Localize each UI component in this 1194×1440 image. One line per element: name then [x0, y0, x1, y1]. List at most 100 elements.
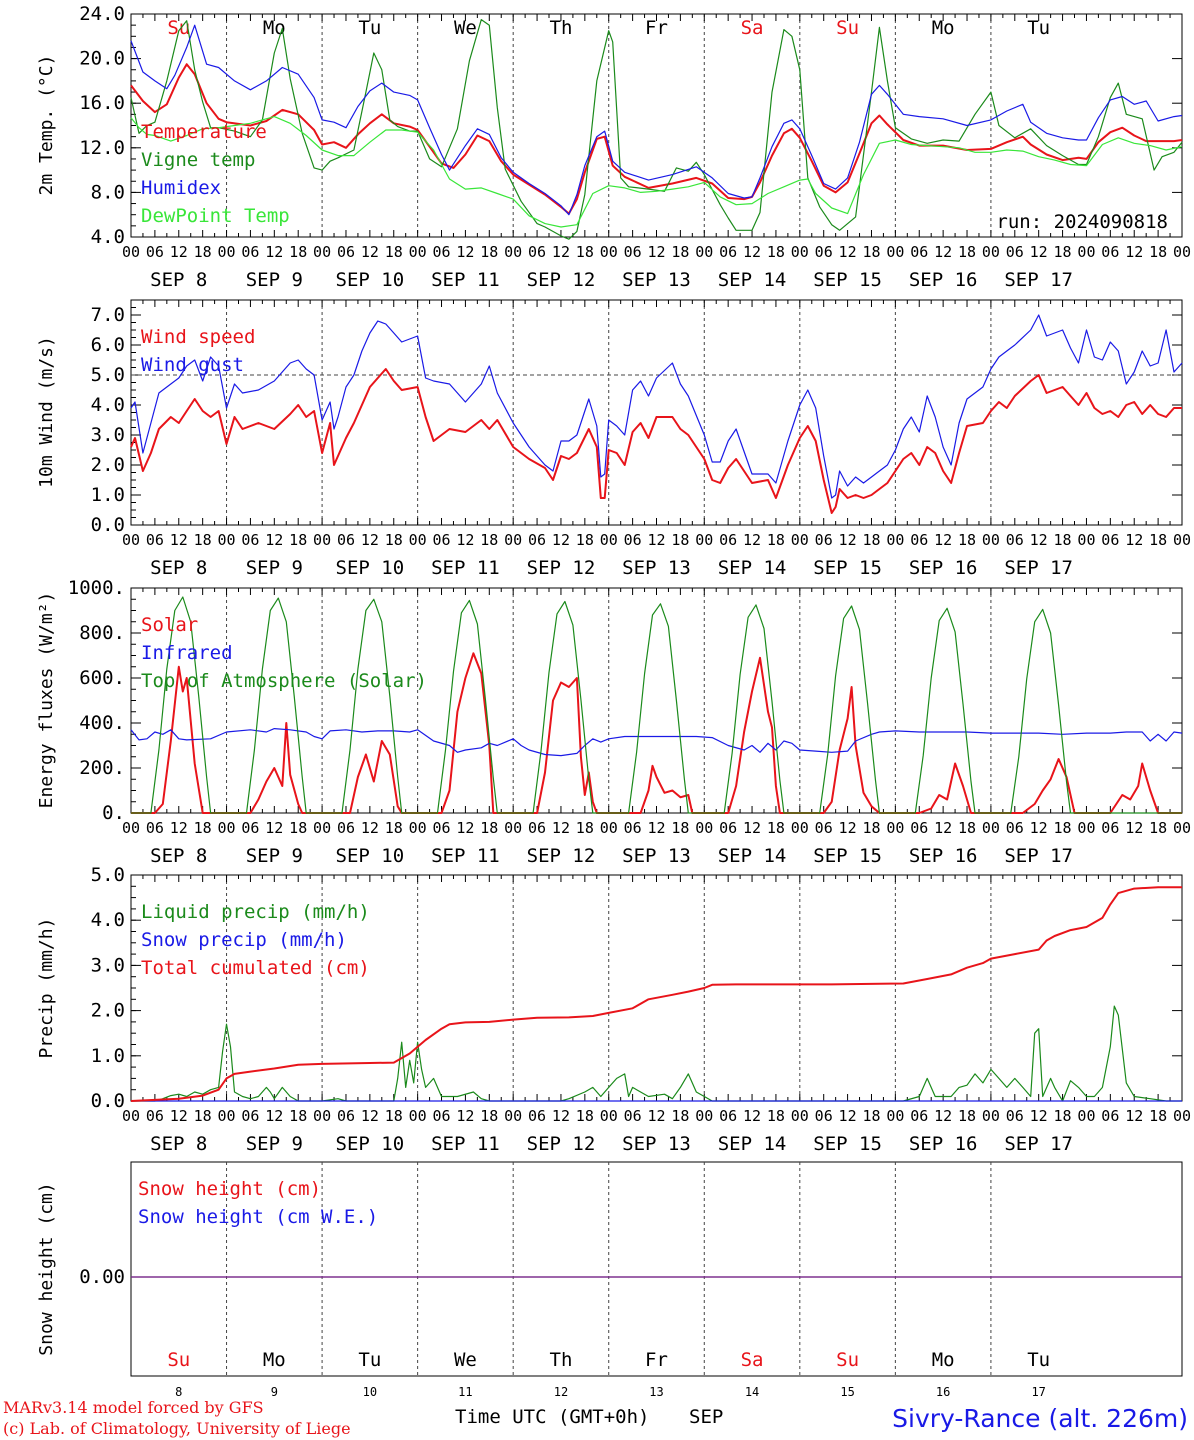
- hour-tick-label: 18: [576, 531, 594, 549]
- weekday-label: Mo: [263, 1349, 286, 1371]
- hour-tick-label: 06: [528, 1107, 546, 1125]
- hour-tick-label: 18: [576, 243, 594, 261]
- date-label: SEP 17: [1004, 269, 1073, 291]
- hour-tick-label: 12: [265, 531, 283, 549]
- hour-tick-label: 18: [1149, 243, 1167, 261]
- legend-entry: Top of Atmosphere (Solar): [141, 670, 427, 692]
- hour-tick-label: 06: [719, 243, 737, 261]
- hour-tick-label: 06: [337, 819, 355, 837]
- y-tick-label: 400.: [79, 712, 125, 734]
- hour-tick-label: 00: [409, 531, 427, 549]
- date-label: SEP 13: [622, 1133, 691, 1155]
- weekday-label: Sa: [741, 17, 764, 39]
- hour-tick-label: 12: [647, 819, 665, 837]
- hour-tick-label: 12: [1125, 819, 1143, 837]
- y-tick-label: 600.: [79, 667, 125, 689]
- series-line-liquid-precip-mm-h-: [131, 1005, 1182, 1102]
- series-line-humidex: [130, 24, 1183, 216]
- legend-entry: Solar: [141, 614, 198, 636]
- hour-tick-label: 18: [671, 531, 689, 549]
- hour-tick-label: 12: [456, 243, 474, 261]
- hour-tick-label: 12: [361, 1107, 379, 1125]
- y-tick-label: 3.0: [91, 954, 125, 976]
- legend-entry: Snow height (cm): [138, 1178, 321, 1200]
- hour-tick-label: 12: [1125, 1107, 1143, 1125]
- date-label: SEP 9: [246, 1133, 303, 1155]
- hour-tick-label: 00: [695, 1107, 713, 1125]
- hour-tick-label: 18: [958, 243, 976, 261]
- hour-tick-label: 00: [504, 243, 522, 261]
- hour-tick-label: 18: [671, 1107, 689, 1125]
- date-label: SEP 10: [336, 269, 405, 291]
- date-label: SEP 17: [1004, 557, 1073, 579]
- hour-tick-label: 06: [624, 243, 642, 261]
- date-label: SEP 14: [718, 557, 787, 579]
- hour-tick-label: 12: [170, 243, 188, 261]
- hour-tick-label: 00: [313, 819, 331, 837]
- series-line-temperature: [130, 63, 1183, 215]
- hour-tick-label: 00: [1173, 819, 1191, 837]
- hour-tick-label: 18: [862, 1107, 880, 1125]
- hour-tick-label: 06: [719, 1107, 737, 1125]
- hour-tick-label: 00: [1077, 1107, 1095, 1125]
- date-label: SEP 15: [813, 269, 882, 291]
- y-tick-label: 3.0: [91, 424, 125, 446]
- day-number: 17: [1031, 1385, 1045, 1399]
- hour-tick-label: 06: [910, 531, 928, 549]
- hour-tick-label: 12: [552, 243, 570, 261]
- hour-tick-label: 00: [982, 243, 1000, 261]
- hour-tick-label: 12: [361, 531, 379, 549]
- y-tick-label: 0.: [102, 802, 125, 824]
- hour-tick-label: 18: [671, 243, 689, 261]
- hour-tick-label: 00: [982, 1107, 1000, 1125]
- weekday-label: Th: [550, 17, 573, 39]
- hour-tick-label: 06: [1101, 819, 1119, 837]
- date-label: SEP 17: [1004, 845, 1073, 867]
- hour-tick-label: 12: [1030, 531, 1048, 549]
- hour-tick-label: 00: [791, 819, 809, 837]
- hour-tick-label: 18: [480, 1107, 498, 1125]
- date-label: SEP 13: [622, 269, 691, 291]
- hour-tick-label: 12: [1125, 531, 1143, 549]
- hour-tick-label: 06: [815, 819, 833, 837]
- hour-tick-label: 06: [910, 1107, 928, 1125]
- date-label: SEP 16: [909, 845, 978, 867]
- series-line-wind-speed: [130, 368, 1182, 514]
- hour-tick-label: 12: [839, 531, 857, 549]
- hour-tick-label: 06: [337, 531, 355, 549]
- hour-tick-label: 00: [1173, 243, 1191, 261]
- hour-tick-label: 12: [647, 243, 665, 261]
- hour-tick-label: 00: [1077, 819, 1095, 837]
- hour-tick-label: 18: [958, 531, 976, 549]
- legend-entry: Temperature: [141, 121, 267, 143]
- panels: 4.0 8.0 12.0 16.0 20.0 24.0 00 06 12 18 00 06 12 18 00…: [36, 3, 1191, 1377]
- date-label: SEP 11: [431, 557, 500, 579]
- y-tick-label: 1.0: [91, 1045, 125, 1067]
- y-axis-label: Energy fluxes (W/m²): [36, 592, 57, 809]
- hour-tick-label: 06: [1006, 243, 1024, 261]
- hour-tick-label: 12: [647, 1107, 665, 1125]
- legend-entry: DewPoint Temp: [141, 205, 290, 227]
- panel-4: 0.0 1.0 2.0 3.0 4.0 5.0 00 06 12 18 00 06 12 18 00 06 12…: [36, 864, 1191, 1155]
- hour-tick-label: 06: [432, 531, 450, 549]
- legend-entry: Wind speed: [141, 326, 255, 348]
- date-label: SEP 13: [622, 557, 691, 579]
- date-label: SEP 13: [622, 845, 691, 867]
- weekday-label: We: [454, 17, 477, 39]
- series-line-top-of-atmosphere-solar-: [131, 596, 1182, 814]
- footer: 8 9 10 11 12 13 14 15 16 17 MARv3.14 model forced…: [3, 1385, 1188, 1438]
- hour-tick-label: 18: [862, 819, 880, 837]
- hour-tick-label: 00: [122, 819, 140, 837]
- hour-tick-label: 18: [385, 1107, 403, 1125]
- y-tick-label: 5.0: [91, 364, 125, 386]
- hour-tick-label: 18: [480, 531, 498, 549]
- hour-tick-label: 00: [695, 243, 713, 261]
- weekday-label: Fr: [645, 1349, 668, 1371]
- hour-tick-label: 12: [1030, 243, 1048, 261]
- hour-tick-label: 18: [480, 243, 498, 261]
- date-label: SEP 10: [336, 845, 405, 867]
- hour-tick-label: 18: [289, 531, 307, 549]
- weekday-label: Sa: [741, 1349, 764, 1371]
- hour-tick-label: 00: [409, 1107, 427, 1125]
